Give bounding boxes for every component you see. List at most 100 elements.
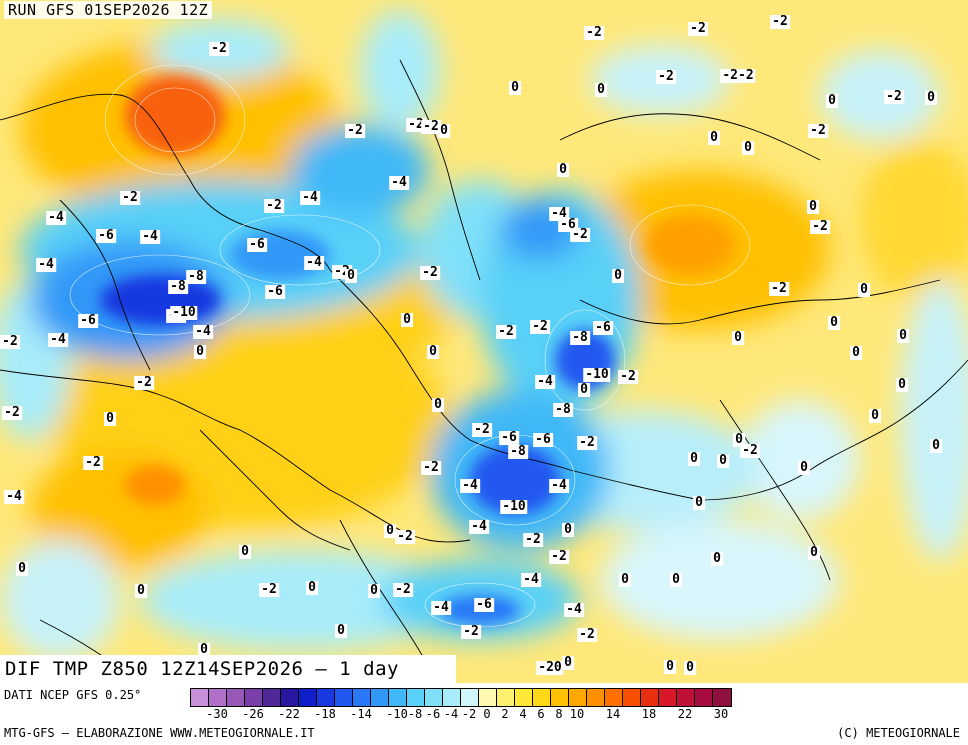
contour-label: -2 bbox=[345, 123, 365, 138]
contour-label: -10 bbox=[500, 499, 528, 514]
contour-label: 0 bbox=[438, 123, 450, 138]
legend-swatch bbox=[569, 689, 587, 706]
legend-swatch bbox=[425, 689, 443, 706]
contour-label: -6 bbox=[593, 320, 613, 335]
legend-tick-label: 14 bbox=[605, 707, 621, 721]
contour-label: 0 bbox=[896, 377, 908, 392]
contour-label: -2 bbox=[577, 627, 597, 642]
legend-tick-label: 4 bbox=[519, 707, 527, 721]
legend-tick-label: 10 bbox=[569, 707, 585, 721]
contour-label: -2 bbox=[688, 21, 708, 36]
legend-swatch bbox=[353, 689, 371, 706]
legend-swatch bbox=[479, 689, 497, 706]
legend-swatch bbox=[299, 689, 317, 706]
contour-label: 0 bbox=[670, 572, 682, 587]
legend-tick-label: 8 bbox=[555, 707, 563, 721]
contour-label: 0 bbox=[798, 460, 810, 475]
contour-label: -4 bbox=[4, 489, 24, 504]
contour-label: -4 bbox=[193, 324, 213, 339]
contour-label: 0 bbox=[807, 199, 819, 214]
legend-swatch bbox=[263, 689, 281, 706]
contour-label: 0 bbox=[869, 408, 881, 423]
contour-label: -4 bbox=[304, 255, 324, 270]
contour-label: -2 bbox=[259, 582, 279, 597]
contour-label: -10 bbox=[170, 305, 198, 320]
contour-label: -4 bbox=[36, 257, 56, 272]
legend-tick-label: -8 bbox=[407, 707, 423, 721]
contour-label: 0 bbox=[693, 495, 705, 510]
legend-tick-label: -10 bbox=[386, 707, 408, 721]
contour-label: -2 bbox=[530, 319, 550, 334]
contour-label: -2 bbox=[421, 119, 441, 134]
legend-tick-label: -6 bbox=[425, 707, 441, 721]
contour-label: -2 bbox=[656, 69, 676, 84]
legend-tick-label: -14 bbox=[350, 707, 372, 721]
contour-label: 0 bbox=[198, 642, 210, 657]
contour-label: 0 bbox=[664, 659, 676, 674]
legend-tick-label: -2 bbox=[461, 707, 477, 721]
contour-label: 0 bbox=[135, 583, 147, 598]
contour-label: 0 bbox=[612, 268, 624, 283]
color-legend bbox=[190, 688, 732, 707]
legend-swatch bbox=[191, 689, 209, 706]
contour-label: 0 bbox=[850, 345, 862, 360]
legend-swatch bbox=[533, 689, 551, 706]
contour-label: 0 bbox=[619, 572, 631, 587]
legend-swatch bbox=[389, 689, 407, 706]
contour-label: -6 bbox=[247, 237, 267, 252]
contour-label: -6 bbox=[265, 284, 285, 299]
contour-label: -8 bbox=[553, 402, 573, 417]
contour-label: 0 bbox=[684, 660, 696, 675]
data-source-label: DATI NCEP GFS 0.25° bbox=[4, 688, 142, 702]
contour-label: -2 bbox=[549, 549, 569, 564]
contour-label: -6 bbox=[78, 313, 98, 328]
contour-label: 0 bbox=[239, 544, 251, 559]
contour-label: -6 bbox=[499, 430, 519, 445]
contour-label: -6 bbox=[533, 432, 553, 447]
contour-label: 0 bbox=[557, 162, 569, 177]
contour-label: -6 bbox=[96, 228, 116, 243]
contour-label: -4 bbox=[431, 600, 451, 615]
contour-label: 0 bbox=[384, 523, 396, 538]
contour-label: 0 bbox=[345, 268, 357, 283]
contour-label: -2 bbox=[810, 219, 830, 234]
contour-label: 0 bbox=[930, 438, 942, 453]
contour-label: 0 bbox=[16, 561, 28, 576]
contour-label: -2 bbox=[769, 281, 789, 296]
contour-label: 0 bbox=[562, 522, 574, 537]
legend-swatch bbox=[335, 689, 353, 706]
contour-label: 0 bbox=[897, 328, 909, 343]
contour-label: 0 bbox=[858, 282, 870, 297]
legend-swatch bbox=[551, 689, 569, 706]
legend-swatch bbox=[209, 689, 227, 706]
contour-label: -2 bbox=[406, 117, 426, 132]
legend-swatch bbox=[515, 689, 533, 706]
legend-swatch bbox=[407, 689, 425, 706]
contour-label: -8 bbox=[168, 279, 188, 294]
legend-tick-label: 18 bbox=[641, 707, 657, 721]
map-field bbox=[0, 0, 968, 683]
contour-label: -2 bbox=[264, 198, 284, 213]
contour-label: -4 bbox=[535, 374, 555, 389]
contour-label: -8 bbox=[570, 330, 590, 345]
contour-label: 0 bbox=[828, 315, 840, 330]
legend-swatch bbox=[641, 689, 659, 706]
contour-label: -4 bbox=[46, 210, 66, 225]
legend-tick-label: 6 bbox=[537, 707, 545, 721]
contour-label: 0 bbox=[732, 330, 744, 345]
legend-swatch bbox=[317, 689, 335, 706]
contour-label: -2 bbox=[808, 123, 828, 138]
credit-label: MTG-GFS – ELABORAZIONE WWW.METEOGIORNALE… bbox=[4, 726, 315, 740]
contour-label: 0 bbox=[578, 382, 590, 397]
legend-tick-label: 0 bbox=[483, 707, 491, 721]
legend-swatch bbox=[605, 689, 623, 706]
variable-title: DIF TMP Z850 12Z14SEP2026 – 1 day bbox=[0, 655, 456, 683]
legend-tick-label: 2 bbox=[501, 707, 509, 721]
contour-label: -8 bbox=[508, 444, 528, 459]
contour-label: 0 bbox=[717, 453, 729, 468]
legend-swatch bbox=[371, 689, 389, 706]
contour-label: 0 bbox=[104, 411, 116, 426]
contour-label: -4 bbox=[48, 332, 68, 347]
copyright-label: (C) METEOGIORNALE bbox=[837, 726, 960, 740]
